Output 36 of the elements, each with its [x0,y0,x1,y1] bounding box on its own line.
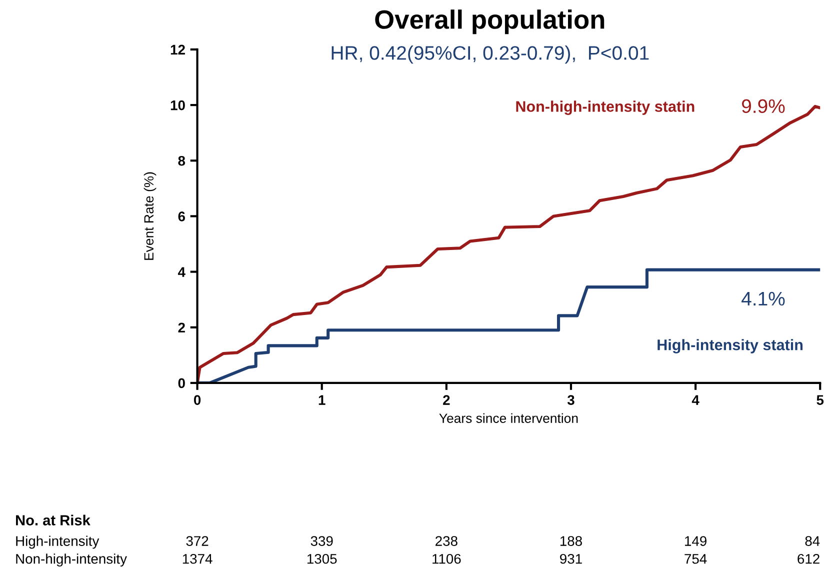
chart-subtitle: HR, 0.42(95%CI, 0.23-0.79), P<0.01 [332,46,649,64]
x-tick-label: 0 [194,395,201,405]
x-tick-label: 3 [567,395,574,405]
text: High-intensity [16,536,100,549]
text: 1374 [182,554,212,564]
x-tick-label: 4 [692,395,700,405]
text: High-intensity statin [658,339,803,354]
y-tick-label: 6 [178,212,185,222]
text: 188 [560,536,582,546]
y-tick-label: 8 [178,156,186,166]
text: 612 [798,554,820,564]
chart-title: Overall population [375,10,604,34]
y-tick-label: 2 [178,322,185,332]
text: 1305 [307,554,337,564]
y-tick-label: 10 [170,100,185,110]
text: 149 [685,536,706,546]
text: 372 [186,536,208,546]
x-tick-label: 5 [816,395,824,405]
annotation: 9.9% [742,99,785,114]
x-tick-label: 1 [318,395,326,405]
text: 339 [310,536,333,546]
text: 931 [560,554,582,564]
x-tick-label: 2 [443,395,450,405]
text: No. at Risk [16,514,90,526]
text: 1106 [432,554,461,564]
y-tick-label: 12 [170,44,185,54]
text: Non-high-intensity statin [516,100,694,115]
text: 754 [684,554,707,564]
text: 238 [436,536,458,546]
text: 84 [805,536,820,546]
y-tick-label: 0 [178,378,185,388]
annotation: 4.1% [742,292,785,306]
x-axis-title: Years since intervention [439,413,578,423]
y-tick-label: 4 [178,267,186,277]
text: Non-high-intensity [16,554,127,567]
y-axis-title: Event Rate (%) [144,172,156,260]
